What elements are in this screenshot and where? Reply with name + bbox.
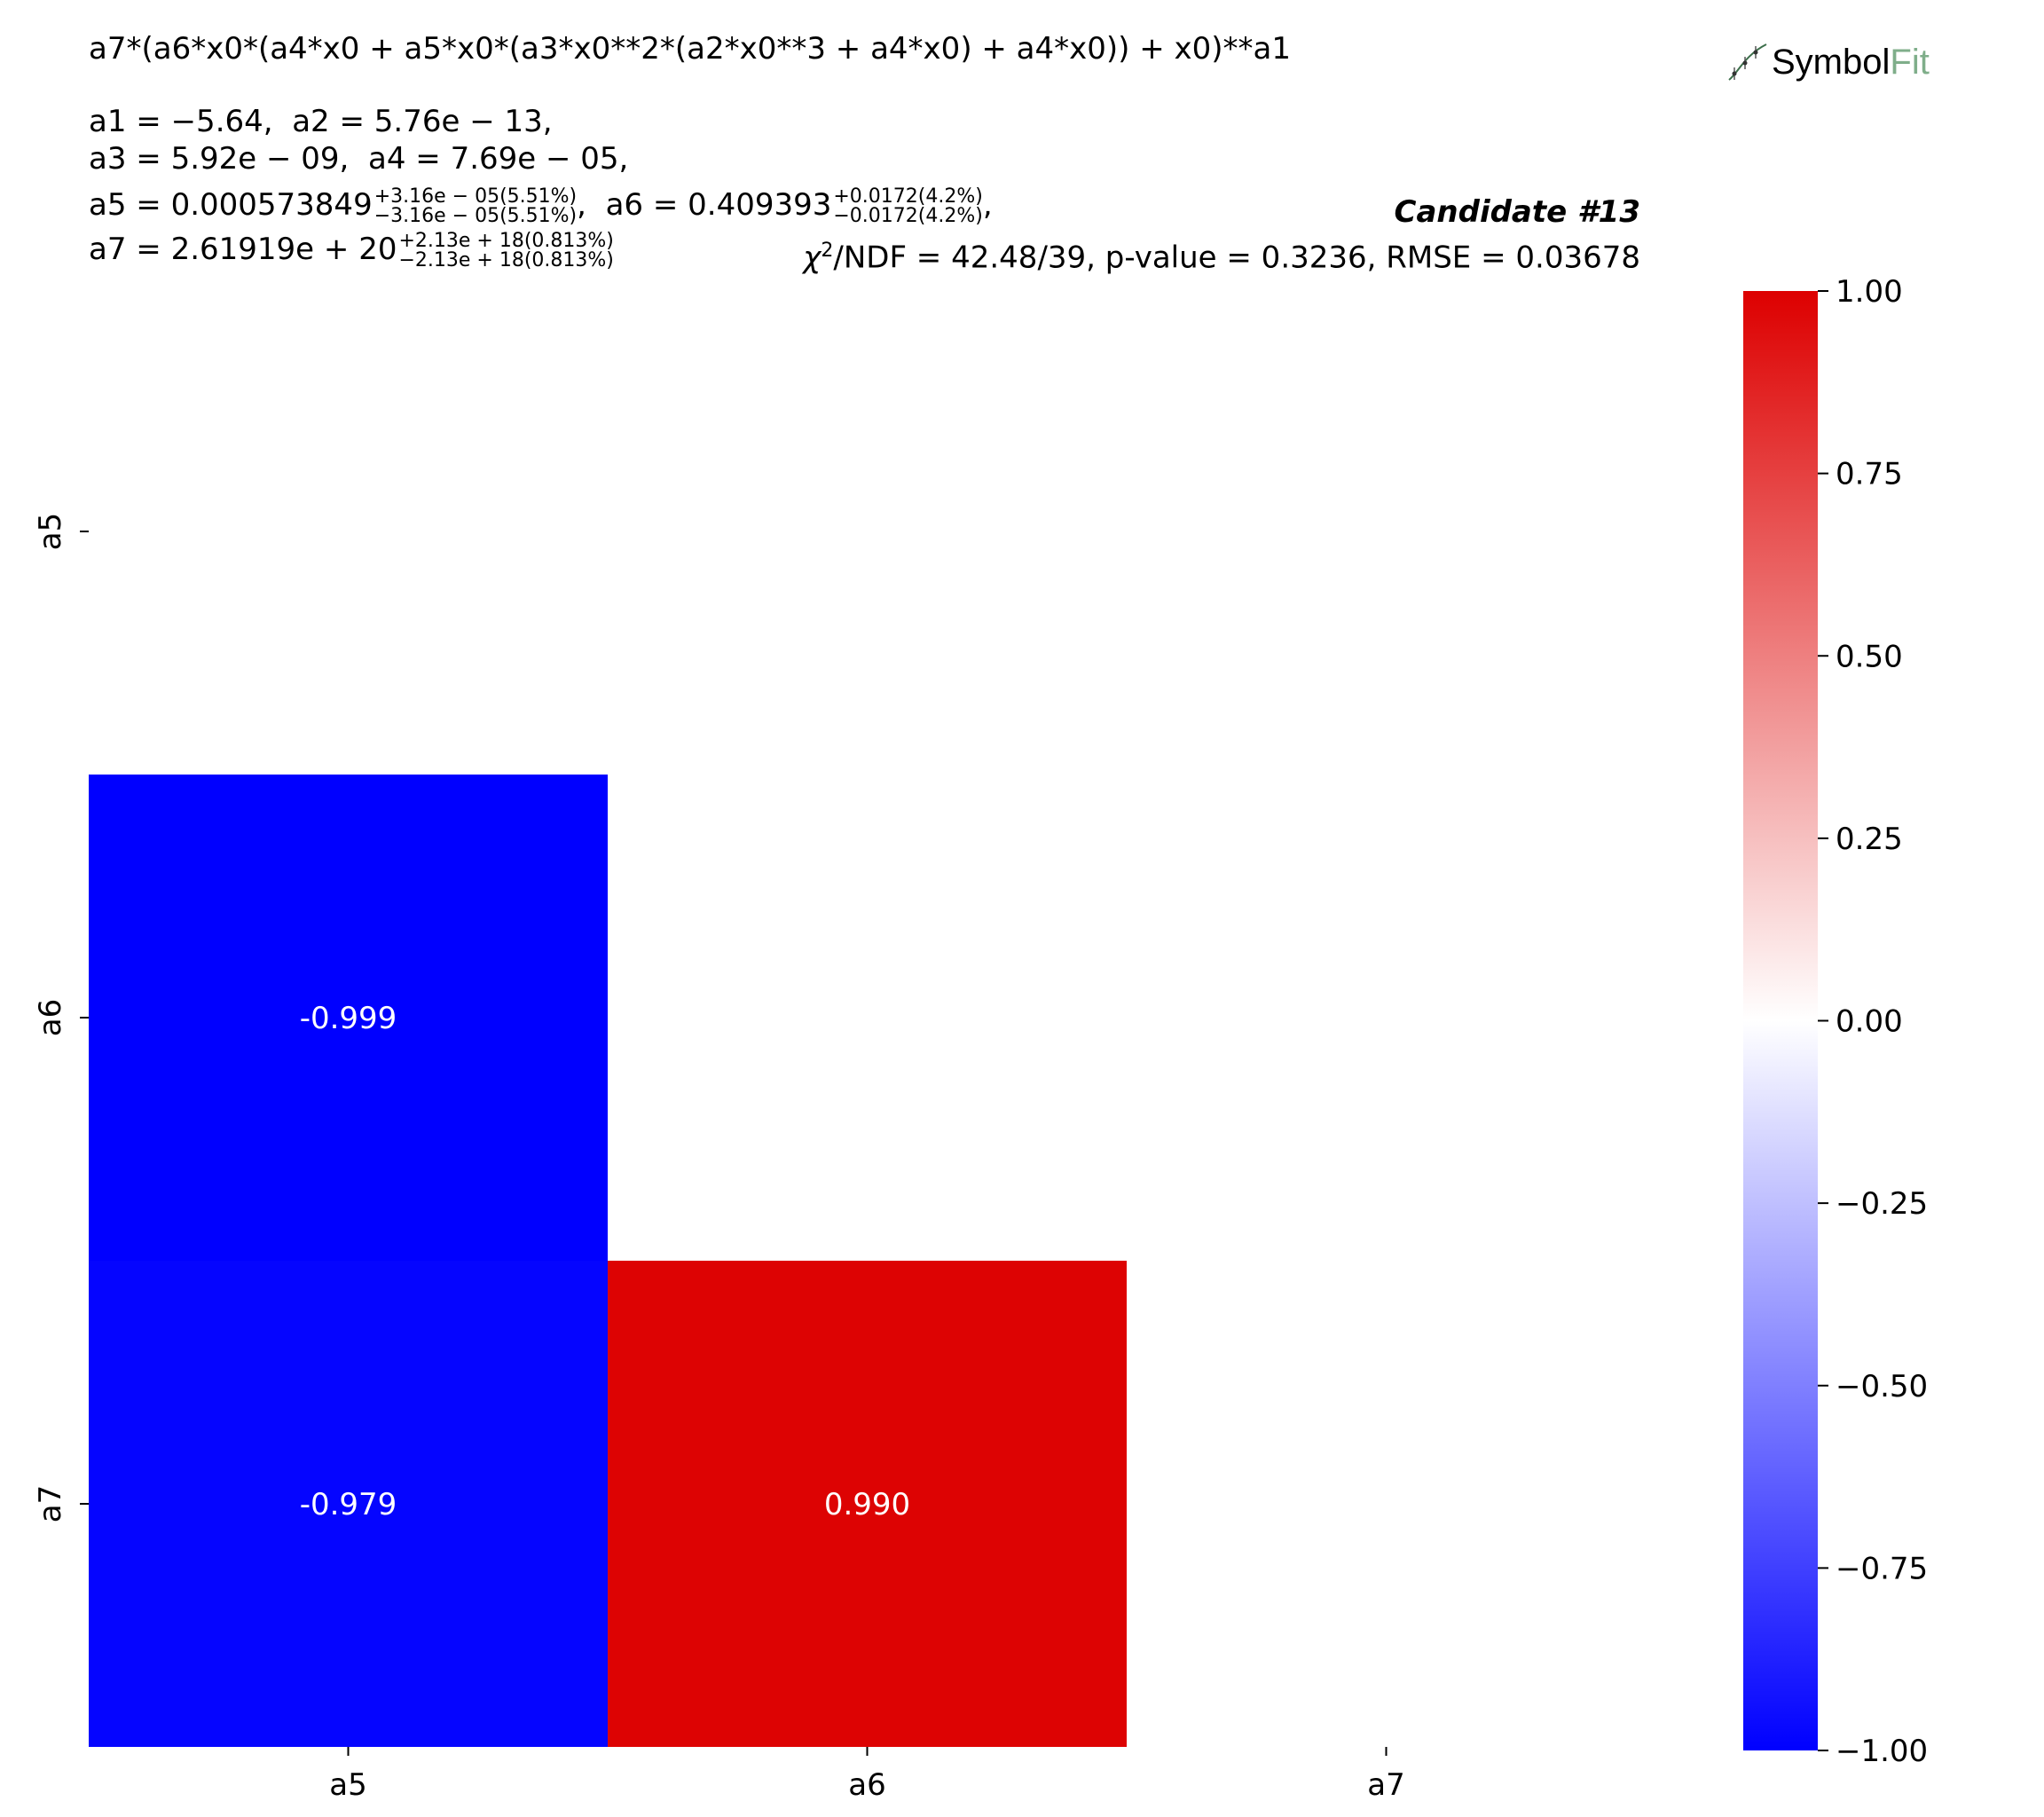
colorbar-tick-label: 0.00: [1836, 1004, 1903, 1040]
chi-symbol: χ: [803, 240, 822, 276]
y-tick-label: a5: [33, 513, 68, 550]
heatmap-cell-a7-a5: [89, 1261, 608, 1747]
logo-text-fit: Fit: [1890, 43, 1930, 82]
cell-value-label: -0.979: [300, 1487, 397, 1522]
colorbar-tick-label: 0.25: [1836, 822, 1903, 857]
colorbar-gradient: [1743, 291, 1818, 1750]
param-a6-up: +0.0172(4.2%): [833, 185, 983, 208]
candidate-label: Candidate #13: [1394, 194, 1641, 230]
param-row-1: a1 = −5.64, a2 = 5.76e − 13,: [89, 99, 993, 144]
param-row-3: a5 = 0.000573849 +3.16e − 05(5.51%) −3.16e…: [89, 185, 993, 227]
y-tick-label: a6: [33, 999, 68, 1036]
param-a6: a6 = 0.409393: [605, 187, 832, 223]
cell-value-label: 0.990: [824, 1487, 910, 1522]
colorbar-tick-label: 0.75: [1836, 457, 1903, 492]
param-a7-uncertainty: +2.13e + 18(0.813%) −2.13e + 18(0.813%): [398, 229, 614, 271]
x-tick-label: a5: [329, 1767, 366, 1803]
param-a5-down: −3.16e − 05(5.51%): [373, 204, 578, 227]
curve-fit-icon: [1728, 43, 1767, 81]
logo-wordmark: SymbolFit: [1772, 43, 1930, 83]
logo-text-symbol: Symbol: [1772, 43, 1891, 82]
param-row-4: a7 = 2.61919e + 20 +2.13e + 18(0.813%) −2.…: [89, 227, 993, 271]
param-a7: a7 = 2.61919e + 20: [89, 232, 397, 267]
colorbar-tick-label: −0.75: [1836, 1551, 1928, 1586]
param-a5-uncertainty: +3.16e − 05(5.51%) −3.16e − 05(5.51%): [373, 185, 578, 227]
param-a3: a3 = 5.92e − 09,: [89, 141, 350, 177]
param-row-2: a3 = 5.92e − 09, a4 = 7.69e − 05,: [89, 137, 993, 181]
heatmap-cell-a6-a5: [89, 775, 608, 1261]
colorbar-tick-label: 0.50: [1836, 639, 1903, 674]
x-tick-label: a7: [1367, 1767, 1404, 1803]
parameter-block: a1 = −5.64, a2 = 5.76e − 13, a3 = 5.92e …: [89, 99, 993, 271]
param-a7-down: −2.13e + 18(0.813%): [398, 248, 614, 271]
colorbar-tick-label: 1.00: [1836, 274, 1903, 310]
fit-statistics: χ2/NDF = 42.48/39, p-value = 0.3236, RMS…: [803, 240, 1640, 276]
param-a6-down: −0.0172(4.2%): [833, 204, 983, 227]
chi-exponent: 2: [821, 240, 834, 262]
param-a7-up: +2.13e + 18(0.813%): [398, 229, 614, 252]
param-a4: a4 = 7.69e − 05,: [368, 141, 629, 177]
fit-statistics-text: /NDF = 42.48/39, p-value = 0.3236, RMSE …: [833, 240, 1640, 276]
colorbar-tick-label: −0.50: [1836, 1369, 1928, 1404]
param-a2: a2 = 5.76e − 13,: [292, 104, 553, 139]
param-a1: a1 = −5.64,: [89, 104, 273, 139]
symbolfit-logo: SymbolFit: [1726, 37, 1930, 87]
param-a5: a5 = 0.000573849: [89, 187, 373, 223]
colorbar-tick-label: −1.00: [1836, 1734, 1928, 1769]
param-a6-uncertainty: +0.0172(4.2%) −0.0172(4.2%): [833, 185, 983, 227]
param-a5-up: +3.16e − 05(5.51%): [373, 185, 578, 208]
x-tick-label: a6: [848, 1767, 885, 1803]
fit-formula: a7*(a6*x0*(a4*x0 + a5*x0*(a3*x0**2*(a2*x…: [89, 31, 1292, 67]
cell-value-label: -0.999: [300, 1001, 397, 1036]
heatmap-cell-a7-a6: [608, 1261, 1127, 1747]
colorbar-tick-label: −0.25: [1836, 1186, 1928, 1222]
y-tick-label: a7: [33, 1485, 68, 1522]
